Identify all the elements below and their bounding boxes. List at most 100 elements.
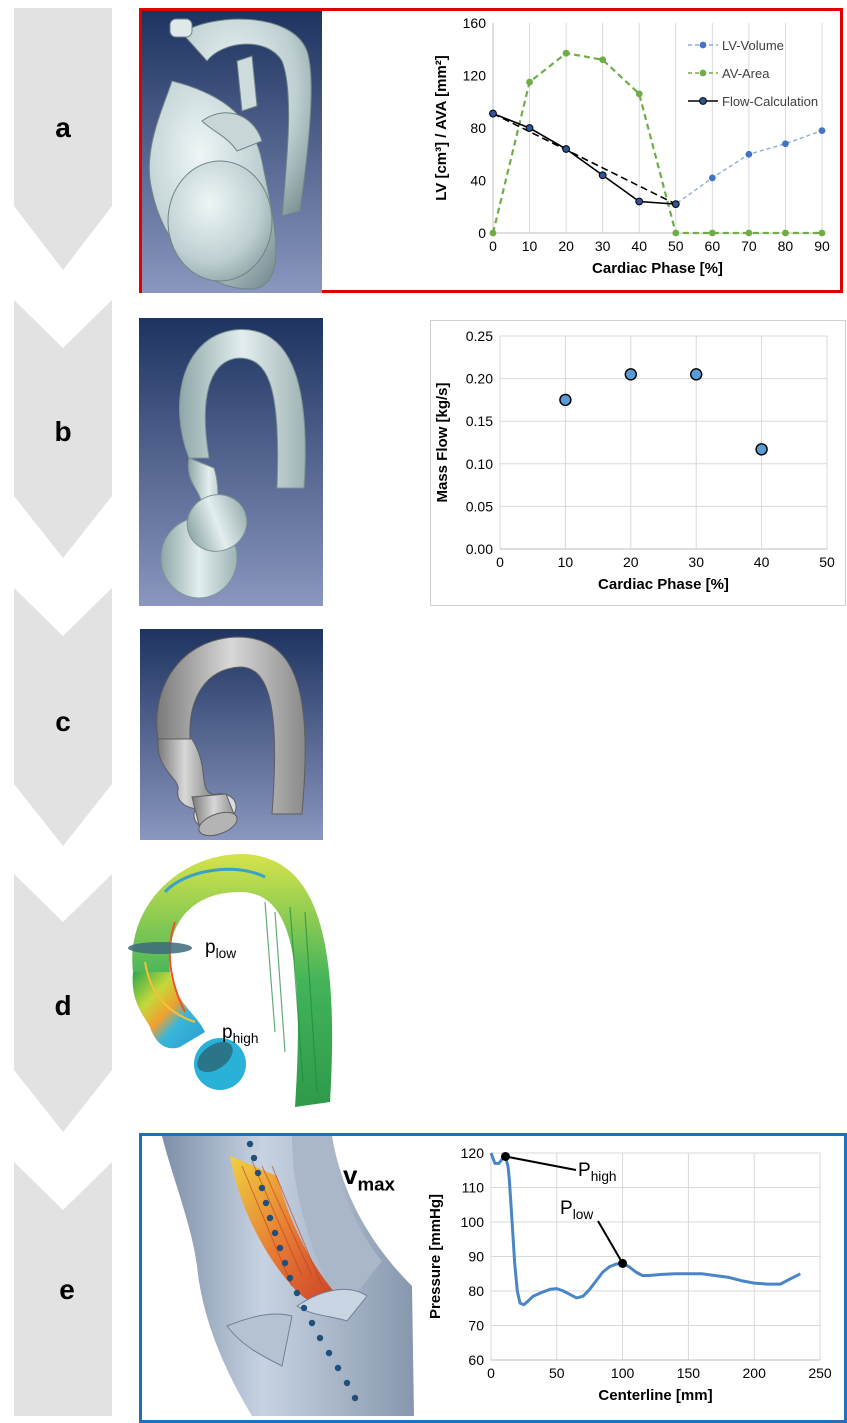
- x-tick-label: 10: [522, 238, 538, 254]
- x-tick-label: 60: [705, 238, 721, 254]
- series-point: [782, 229, 789, 237]
- step-label-c: c: [55, 706, 71, 737]
- step-chevron-c: c: [14, 588, 112, 846]
- series-point: [598, 171, 607, 180]
- step-chevron-a: a: [14, 8, 112, 270]
- y-tick-label: 0: [478, 225, 486, 241]
- data-point: [690, 368, 703, 381]
- x-tick-label: 150: [677, 1365, 701, 1381]
- x-tick-label: 40: [631, 238, 647, 254]
- y-tick-label: 80: [470, 120, 486, 136]
- series-line-flow-calculation-fit: [492, 112, 677, 205]
- x-tick-label: 200: [743, 1365, 767, 1381]
- series-line: [491, 52, 822, 235]
- y-tick-label: 60: [468, 1352, 484, 1368]
- legend-marker: [699, 97, 707, 105]
- x-tick-label: 50: [819, 554, 835, 570]
- y-tick-label: 0.25: [466, 328, 493, 344]
- pressure-curve: [489, 1152, 801, 1307]
- legend-marker: [699, 69, 707, 77]
- chart-a-svg: 0 10 20 30 40 50 60 70 80 90 0 40 80 120 160 Cardiac Ph…: [433, 15, 830, 277]
- x-tick-label: 0: [489, 238, 497, 254]
- x-tick-label: 0: [496, 554, 504, 570]
- heart-segmentation-render: [142, 11, 322, 293]
- y-tick-label: 100: [461, 1214, 485, 1230]
- series-point: [525, 124, 534, 132]
- x-tick-label: 90: [814, 238, 830, 254]
- x-tick-label: 50: [549, 1365, 565, 1381]
- series-line-flow-calculation: [492, 112, 676, 205]
- series-point: [489, 229, 497, 237]
- series-point: [672, 229, 680, 237]
- pressure-marker: [500, 1151, 510, 1161]
- leader-line-p-low: [597, 1220, 624, 1264]
- chart-mass-flow: 0 10 20 30 40 50 0.00 0.05 0.10 0.15 0.20 0.25 Cardi…: [430, 320, 846, 606]
- x-tick-label: 250: [808, 1365, 832, 1381]
- legend-label: AV-Area: [722, 66, 770, 81]
- y-tick-label: 90: [468, 1249, 484, 1265]
- x-tick-label: 40: [754, 554, 770, 570]
- step-chevron-e: e: [14, 1162, 112, 1416]
- series-point: [635, 197, 644, 206]
- panel-a-frame: [139, 8, 843, 293]
- annotation-v-max: vmax: [343, 1160, 395, 1195]
- x-tick-label: 100: [611, 1365, 635, 1381]
- x-tick-label: 20: [623, 554, 639, 570]
- x-tick-label: 50: [668, 238, 684, 254]
- y-tick-label: 120: [463, 68, 487, 84]
- x-axis-title: Cardiac Phase [%]: [592, 260, 723, 277]
- pressure-marker: [618, 1258, 628, 1268]
- step-label-b: b: [54, 416, 72, 447]
- series-point: [526, 78, 533, 86]
- x-tick-label: 70: [741, 238, 757, 254]
- chart-lv-volume-av-area: 0 10 20 30 40 50 60 70 80 90 0 40 80 120 160 Cardiac Ph…: [430, 12, 840, 290]
- leader-line-p-high: [505, 1155, 577, 1171]
- y-tick-label: 0.20: [466, 371, 493, 387]
- y-tick-label: 0.00: [466, 541, 493, 557]
- x-tick-label: 30: [595, 238, 611, 254]
- series-line: [492, 112, 823, 205]
- step-label-d: d: [54, 990, 72, 1021]
- x-axis-title: Cardiac Phase [%]: [598, 576, 729, 593]
- y-tick-label: 110: [462, 1180, 485, 1196]
- series-point: [562, 49, 570, 57]
- step-label-e: e: [59, 1274, 75, 1305]
- y-tick-label: 120: [461, 1145, 485, 1161]
- annotation-P-low: Plow: [560, 1198, 594, 1222]
- series-point: [708, 229, 716, 237]
- series-point: [562, 145, 571, 153]
- series-point: [708, 174, 716, 182]
- aorta-mesh-render: [140, 629, 323, 840]
- x-tick-label: 20: [558, 238, 574, 254]
- x-tick-label: 80: [778, 238, 794, 254]
- series-point: [635, 90, 643, 98]
- series-point: [745, 150, 753, 158]
- data-point: [624, 368, 638, 381]
- y-axis-title: Pressure [mmHg]: [427, 1194, 444, 1319]
- series-point: [818, 127, 826, 135]
- y-axis-title: Mass Flow [kg/s]: [434, 382, 451, 502]
- y-axis-title: LV [cm³] / AVA [mm²]: [433, 55, 450, 201]
- y-tick-label: 0.05: [466, 498, 493, 514]
- legend-label: LV-Volume: [722, 38, 784, 53]
- annotation-p-low: plow: [205, 937, 237, 961]
- series-point: [489, 109, 497, 118]
- series-point: [745, 229, 753, 237]
- y-tick-label: 80: [468, 1283, 484, 1299]
- y-tick-label: 70: [468, 1318, 484, 1334]
- series-point: [671, 200, 680, 209]
- x-tick-label: 10: [558, 554, 574, 570]
- x-tick-label: 30: [688, 554, 704, 570]
- legend-label: Flow-Calculation: [722, 94, 818, 109]
- chart-pressure-centerline: 0 50 100 150 200 250 60 70 80 90 100 110 120 Centerli…: [426, 1137, 844, 1416]
- chart-e-svg: 0 50 100 150 200 250 60 70 80 90 100 110 120 Centerli…: [427, 1145, 832, 1404]
- series-point: [818, 229, 826, 237]
- annotation-p-high: phigh: [222, 1022, 259, 1046]
- y-tick-label: 40: [470, 173, 486, 189]
- aorta-lumen-render: [139, 318, 323, 606]
- annotation-P-high: Phigh: [578, 1160, 617, 1184]
- cfd-streamlines-render: [125, 852, 350, 1110]
- chart-b-svg: 0 10 20 30 40 50 0.00 0.05 0.10 0.15 0.20 0.25 Cardi…: [434, 328, 835, 593]
- y-tick-label: 0.15: [466, 413, 493, 429]
- data-point: [559, 393, 572, 407]
